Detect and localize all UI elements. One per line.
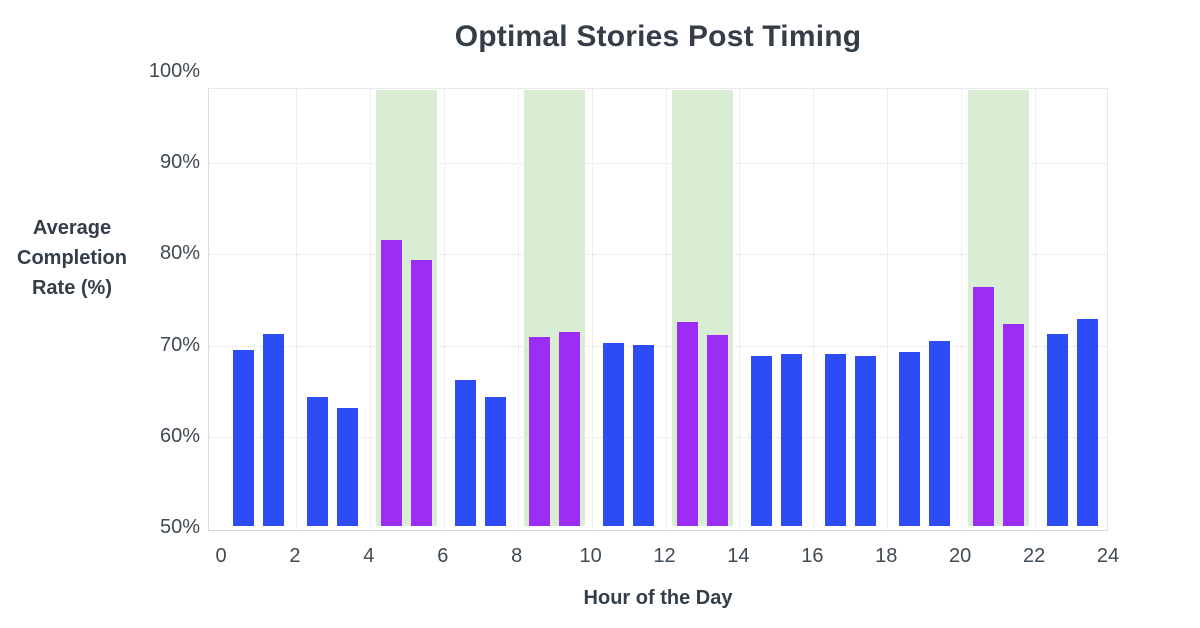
x-tick-label: 0 bbox=[215, 545, 227, 567]
y-tick-label: 80% bbox=[159, 242, 200, 265]
x-axis-title: Hour of the Day bbox=[583, 587, 733, 609]
x-tick-label: 18 bbox=[875, 545, 898, 567]
v-gridline bbox=[369, 89, 371, 530]
chart-title: Optimal Stories Post Timing bbox=[454, 20, 862, 53]
bar-hour-9[interactable] bbox=[559, 331, 581, 526]
bar-hour-5[interactable] bbox=[411, 259, 433, 526]
h-gridline bbox=[209, 254, 1107, 256]
y-tick-label: 50% bbox=[159, 516, 200, 538]
x-tick-label: 2 bbox=[289, 545, 301, 567]
x-tick-label: 22 bbox=[1022, 545, 1046, 567]
bar-hour-8[interactable] bbox=[529, 337, 551, 526]
v-gridline bbox=[591, 89, 593, 530]
bar-hour-21[interactable] bbox=[1002, 324, 1024, 526]
x-tick-label: 20 bbox=[949, 545, 972, 567]
y-axis-title-line: Rate (%) bbox=[31, 277, 112, 299]
y-axis-title: Average Completion Rate (%) bbox=[4, 213, 140, 303]
x-tick-label: 4 bbox=[363, 545, 375, 567]
bar-hour-18[interactable] bbox=[898, 351, 920, 526]
x-tick-label: 24 bbox=[1096, 545, 1120, 567]
bar-hour-4[interactable] bbox=[381, 239, 403, 526]
bar-hour-17[interactable] bbox=[854, 356, 876, 526]
y-tick-label: 100% bbox=[148, 60, 200, 82]
v-gridline bbox=[665, 89, 667, 530]
v-gridline bbox=[739, 89, 741, 530]
bar-hour-11[interactable] bbox=[633, 345, 655, 526]
v-gridline bbox=[813, 89, 815, 530]
v-gridline bbox=[1035, 89, 1037, 530]
plot-area bbox=[208, 88, 1108, 531]
v-gridline bbox=[443, 89, 445, 530]
bar-hour-20[interactable] bbox=[972, 287, 994, 526]
bar-hour-13[interactable] bbox=[706, 335, 728, 526]
bar-hour-6[interactable] bbox=[455, 380, 477, 526]
v-gridline bbox=[961, 89, 963, 530]
h-gridline bbox=[209, 163, 1107, 165]
x-tick-label: 6 bbox=[437, 545, 449, 567]
y-axis-title-line: Completion bbox=[17, 247, 127, 269]
bar-hour-0[interactable] bbox=[233, 349, 255, 526]
bar-hour-2[interactable] bbox=[307, 397, 329, 526]
x-tick-label: 16 bbox=[801, 545, 824, 567]
bar-hour-12[interactable] bbox=[676, 321, 698, 526]
x-tick-label: 14 bbox=[727, 545, 750, 567]
y-tick-label: 60% bbox=[159, 424, 200, 447]
h-gridline bbox=[209, 345, 1107, 347]
v-gridline bbox=[517, 89, 519, 530]
v-gridline bbox=[295, 89, 297, 530]
bar-hour-22[interactable] bbox=[1046, 334, 1068, 526]
x-tick-label: 8 bbox=[511, 545, 523, 567]
bar-hour-7[interactable] bbox=[485, 396, 507, 526]
bar-hour-10[interactable] bbox=[603, 342, 625, 526]
x-tick-label: 10 bbox=[579, 545, 602, 567]
x-tick-label: 12 bbox=[653, 545, 676, 567]
bar-hour-23[interactable] bbox=[1076, 318, 1098, 526]
bar-hour-19[interactable] bbox=[928, 340, 950, 526]
bar-hour-16[interactable] bbox=[824, 353, 846, 526]
h-gridline bbox=[209, 436, 1107, 438]
bar-hour-3[interactable] bbox=[337, 408, 359, 526]
bar-hour-1[interactable] bbox=[263, 334, 285, 526]
y-tick-label: 90% bbox=[159, 151, 200, 174]
bar-hour-14[interactable] bbox=[750, 356, 772, 526]
bar-hour-15[interactable] bbox=[780, 353, 802, 526]
y-tick-label: 70% bbox=[159, 333, 200, 356]
y-axis-title-line: Average bbox=[32, 217, 112, 239]
v-gridline bbox=[887, 89, 889, 530]
